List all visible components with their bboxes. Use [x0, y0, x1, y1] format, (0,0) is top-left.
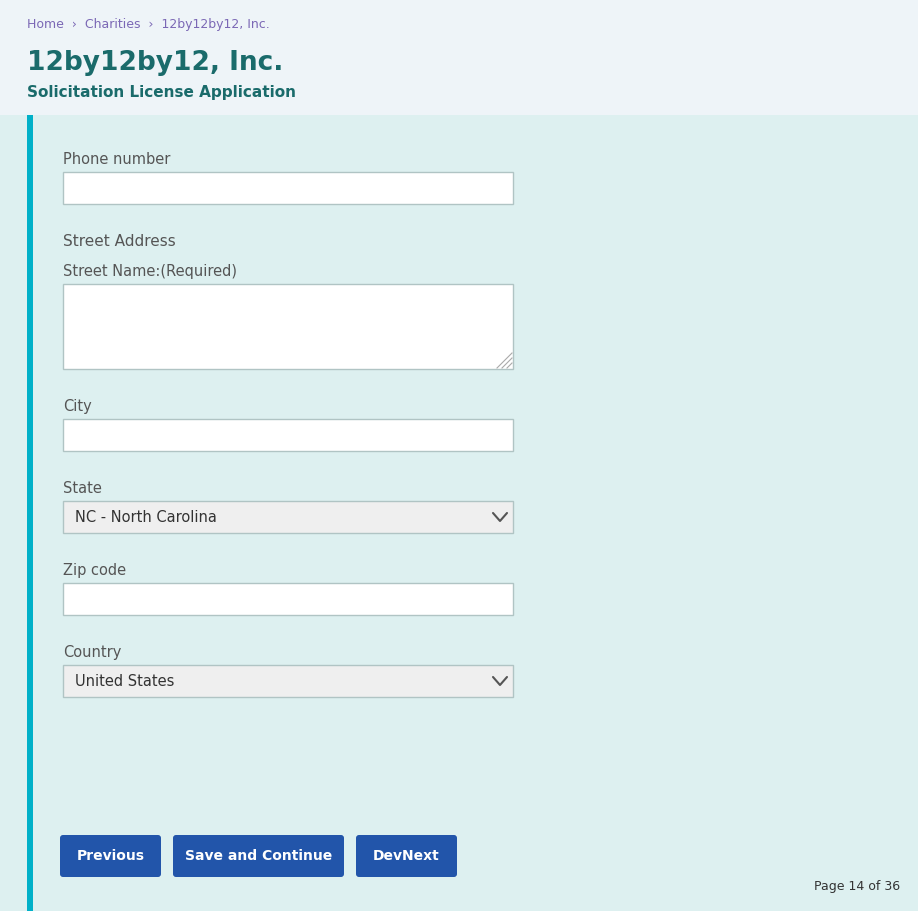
Bar [63, 172, 513, 204]
Text: Page 14 of 36: Page 14 of 36 [814, 880, 900, 893]
Text: City: City [63, 399, 92, 414]
Text: United States: United States [75, 673, 174, 689]
Bar [63, 665, 513, 697]
Text: Zip code: Zip code [63, 563, 126, 578]
Text: NC - North Carolina: NC - North Carolina [75, 509, 217, 525]
Text: DevNext: DevNext [373, 849, 440, 863]
Bar [63, 284, 513, 369]
Bar [63, 501, 513, 533]
Text: Street Address: Street Address [63, 234, 175, 249]
Bar [0, 0, 918, 115]
Text: Country: Country [63, 645, 121, 660]
FancyBboxPatch shape [173, 835, 344, 877]
Text: Save and Continue: Save and Continue [185, 849, 332, 863]
Bar [27, 115, 33, 911]
Bar [63, 419, 513, 451]
Text: Home  ›  Charities  ›  12by12by12, Inc.: Home › Charities › 12by12by12, Inc. [27, 18, 270, 31]
Text: Phone number: Phone number [63, 152, 171, 167]
Text: Solicitation License Application: Solicitation License Application [27, 85, 296, 100]
Text: 12by12by12, Inc.: 12by12by12, Inc. [27, 50, 284, 76]
Text: Previous: Previous [76, 849, 144, 863]
Bar [0, 115, 918, 911]
Text: State: State [63, 481, 102, 496]
FancyBboxPatch shape [60, 835, 161, 877]
Text: Street Name:(Required): Street Name:(Required) [63, 264, 237, 279]
Bar [63, 583, 513, 615]
FancyBboxPatch shape [356, 835, 457, 877]
